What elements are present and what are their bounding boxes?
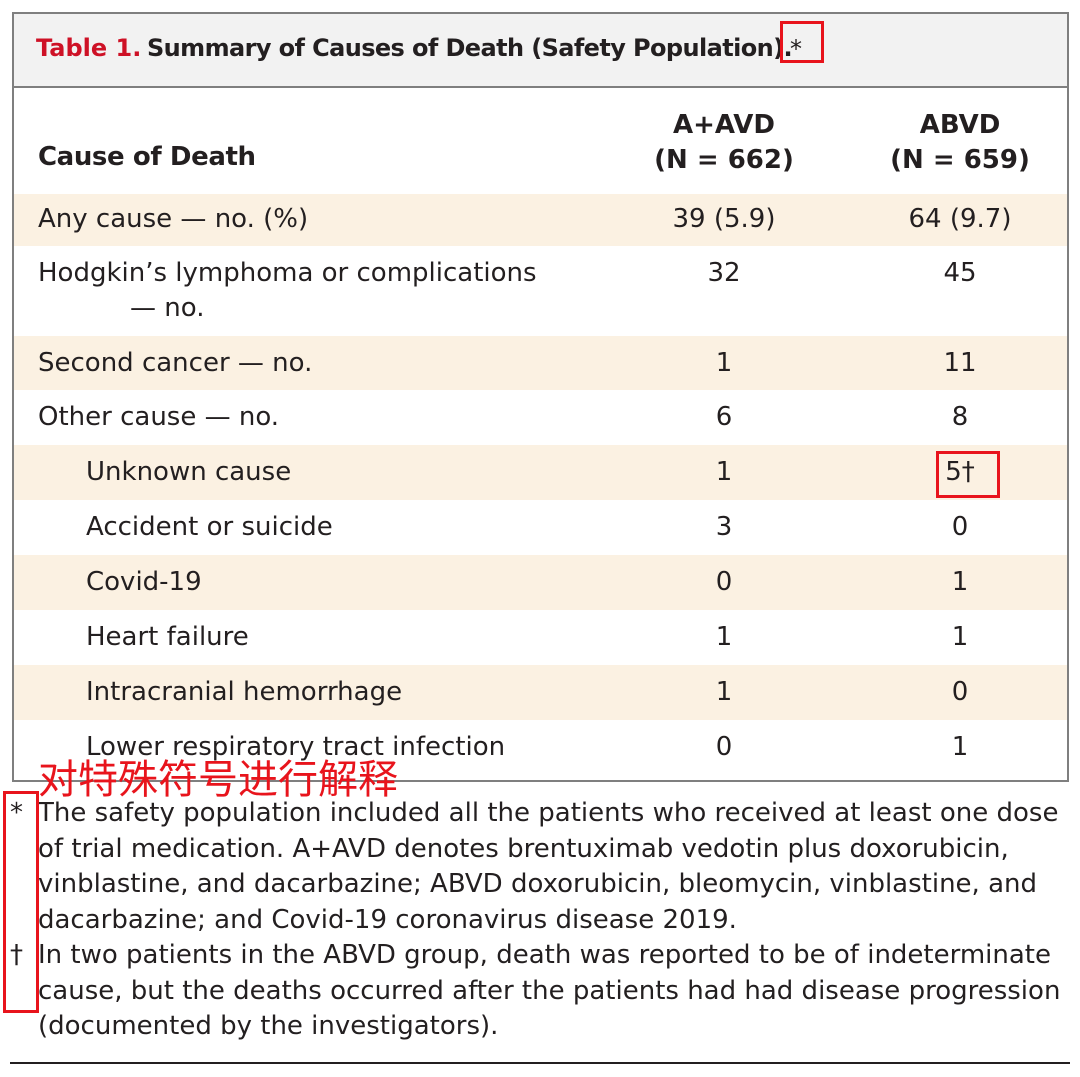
table-title-bar: Table 1. Summary of Causes of Death (Saf… [14,14,1067,88]
table-row-hodgkins: Hodgkin’s lymphoma or complications — no… [14,246,1067,336]
row-label-line1: Hodgkin’s lymphoma or complications [38,258,537,288]
row-label: Hodgkin’s lymphoma or complications — no… [38,256,537,326]
row-value-abvd: 0 [951,677,969,707]
column-header-a-avd: A+AVD (N = 662) [614,108,834,178]
bottom-rule [10,1062,1070,1064]
annotation-box-footnote-symbols [3,791,39,1013]
footnote-symbol-asterisk: * [10,798,23,828]
row-value-abvd: 1 [951,567,969,597]
table-row-second-cancer: Second cancer — no. 1 11 [14,336,1067,390]
footnotes: * The safety population included all the… [10,796,1070,1045]
row-label: Any cause — no. (%) [38,204,309,234]
column-header-abvd-name: ABVD [919,110,1001,140]
row-value-a-avd: 0 [715,567,733,597]
table-row-intracranial-hemorrhage: Intracranial hemorrhage 1 0 [14,665,1067,720]
row-label: Second cancer — no. [38,348,313,378]
table-row-lower-respiratory-infection: Lower respiratory tract infection 0 1 [14,720,1067,780]
row-label: Heart failure [86,622,249,652]
row-value-a-avd: 39 (5.9) [672,204,776,234]
footnote-text-dagger: In two patients in the ABVD group, death… [38,940,1061,1041]
table-row-covid-19: Covid-19 0 1 [14,555,1067,610]
column-header-cause: Cause of Death [38,142,256,172]
row-label-line2: — no. [130,293,205,323]
row-label: Intracranial hemorrhage [86,677,403,707]
row-label: Unknown cause [86,457,292,487]
row-value-a-avd: 1 [715,622,733,652]
row-value-abvd: 0 [951,512,969,542]
row-value-abvd: 11 [943,348,977,378]
annotation-box-dagger-value [936,451,1000,498]
row-value-a-avd: 32 [707,258,741,288]
row-label: Lower respiratory tract infection [86,732,506,762]
row-value-a-avd: 0 [715,732,733,762]
row-value-a-avd: 1 [715,348,733,378]
footnote-symbol-dagger: † [10,940,23,970]
table-row-heart-failure: Heart failure 1 1 [14,610,1067,665]
row-label: Covid-19 [86,567,202,597]
table-row-accident-suicide: Accident or suicide 3 0 [14,500,1067,555]
row-value-abvd: 1 [951,622,969,652]
footnote-asterisk: * The safety population included all the… [10,796,1070,938]
row-value-a-avd: 1 [715,457,733,487]
footnote-text-asterisk: The safety population included all the p… [38,798,1059,935]
table-label: Table 1. [36,34,142,62]
column-header-abvd: ABVD (N = 659) [850,108,1070,178]
title-footnote-mark: * [790,35,802,63]
row-value-abvd: 1 [951,732,969,762]
row-value-a-avd: 6 [715,402,733,432]
annotation-text: 对特殊符号进行解释 [38,757,398,803]
row-value-abvd: 45 [943,258,977,288]
column-header-a-avd-n: (N = 662) [654,145,794,175]
table-frame: Table 1. Summary of Causes of Death (Saf… [12,12,1069,782]
row-value-abvd: 5† [945,457,975,487]
table-row-unknown-cause: Unknown cause 1 5† [14,445,1067,500]
row-value-a-avd: 1 [715,677,733,707]
row-value-abvd: 64 (9.7) [908,204,1012,234]
column-header-a-avd-name: A+AVD [673,110,775,140]
row-label: Other cause — no. [38,402,280,432]
annotation-box-title-mark [780,21,824,63]
row-value-a-avd: 3 [715,512,733,542]
table-row-other-cause: Other cause — no. 6 8 [14,390,1067,445]
row-label: Accident or suicide [86,512,333,542]
table-row-any-cause: Any cause — no. (%) 39 (5.9) 64 (9.7) [14,194,1067,246]
row-value-abvd: 8 [951,402,969,432]
footnote-dagger: † In two patients in the ABVD group, dea… [10,938,1070,1045]
table-title: Summary of Causes of Death (Safety Popul… [147,34,793,62]
column-header-abvd-n: (N = 659) [890,145,1030,175]
